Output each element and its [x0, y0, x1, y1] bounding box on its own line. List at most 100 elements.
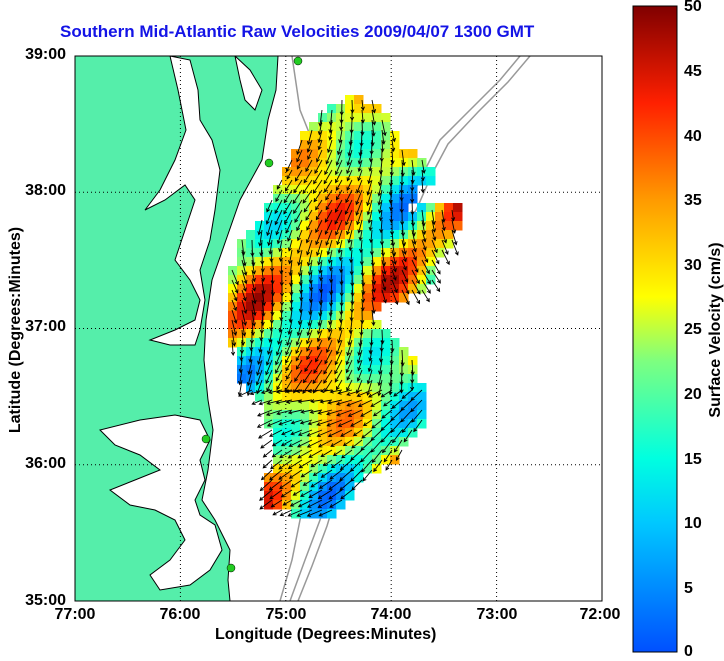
velocity-cell — [282, 401, 292, 411]
velocity-arrow — [315, 199, 323, 211]
velocity-cell — [273, 365, 283, 375]
velocity-cell — [372, 266, 382, 276]
velocity-cell — [363, 194, 373, 204]
velocity-arrow — [421, 289, 430, 303]
velocity-arrow — [335, 179, 343, 191]
velocity-cell — [264, 257, 274, 267]
velocity-arrow — [309, 409, 323, 414]
velocity-arrow — [411, 229, 417, 246]
velocity-arrow — [349, 309, 354, 322]
velocity-cell — [264, 374, 274, 384]
velocity-cell — [246, 329, 256, 339]
velocity-cell — [345, 455, 355, 465]
velocity-cell — [363, 275, 373, 285]
velocity-arrow — [259, 329, 264, 342]
velocity-cell — [291, 248, 301, 258]
velocity-cell — [354, 185, 364, 195]
velocity-arrow — [336, 229, 343, 246]
velocity-cell — [327, 374, 337, 384]
velocity-arrow — [345, 359, 353, 374]
velocity-cell — [246, 230, 256, 240]
velocity-arrow — [348, 239, 353, 252]
velocity-arrow — [265, 409, 283, 417]
velocity-cell — [282, 329, 292, 339]
velocity-arrow — [258, 229, 263, 247]
velocity-cell — [354, 410, 364, 420]
velocity-arrow — [328, 289, 334, 307]
velocity-cell — [273, 221, 283, 231]
velocity-arrow — [310, 479, 323, 488]
velocity-cell — [309, 473, 319, 483]
velocity-arrow — [346, 389, 363, 396]
velocity-cell — [300, 446, 310, 456]
velocity-cell — [372, 302, 382, 312]
velocity-cell — [282, 176, 292, 186]
velocity-cell — [246, 302, 256, 312]
velocity-arrow — [259, 499, 273, 510]
velocity-arrow — [322, 459, 333, 467]
velocity-arrow — [303, 169, 313, 184]
velocity-arrow — [317, 409, 333, 415]
velocity-cell — [300, 194, 310, 204]
velocity-arrow — [315, 209, 323, 221]
velocity-cell — [345, 320, 355, 330]
velocity-arrow — [362, 469, 373, 482]
velocity-cell — [372, 374, 382, 384]
velocity-cell — [273, 248, 283, 258]
velocity-cell — [381, 212, 391, 222]
velocity-arrow — [368, 349, 373, 362]
velocity-cell — [336, 248, 346, 258]
velocity-cell — [417, 239, 427, 249]
velocity-arrow — [368, 149, 374, 163]
velocity-arrow — [296, 239, 303, 255]
velocity-cell — [264, 320, 274, 330]
velocity-cell — [327, 203, 337, 213]
velocity-cell — [372, 239, 382, 249]
velocity-cell — [354, 473, 364, 483]
velocity-cell — [282, 257, 292, 267]
velocity-arrow — [306, 499, 323, 508]
velocity-cell — [300, 248, 310, 258]
velocity-cell — [264, 230, 274, 240]
velocity-arrow — [330, 459, 343, 469]
velocity-cell — [291, 473, 301, 483]
velocity-cell — [372, 338, 382, 348]
velocity-cell — [273, 491, 283, 501]
velocity-cell — [327, 446, 337, 456]
velocity-arrow — [336, 409, 353, 417]
velocity-cell — [318, 437, 328, 447]
velocity-cell — [291, 401, 301, 411]
velocity-arrow — [320, 469, 333, 478]
velocity-cell — [354, 131, 364, 141]
velocity-cell — [318, 419, 328, 429]
velocity-cell — [336, 392, 346, 402]
velocity-cell — [354, 464, 364, 474]
velocity-cell — [372, 437, 382, 447]
velocity-cell — [273, 320, 283, 330]
velocity-arrow — [241, 249, 247, 267]
velocity-cell — [228, 311, 238, 321]
velocity-cell — [327, 131, 337, 141]
velocity-cell — [291, 149, 301, 159]
velocity-cell — [327, 320, 337, 330]
velocity-arrow — [297, 309, 303, 326]
velocity-arrow — [356, 369, 363, 382]
velocity-cell — [237, 293, 247, 303]
velocity-arrow — [347, 139, 353, 157]
velocity-cell — [363, 329, 373, 339]
velocity-cell — [309, 239, 319, 249]
velocity-arrow — [316, 319, 323, 335]
velocity-arrow — [347, 229, 353, 244]
velocity-arrow — [258, 429, 273, 439]
velocity-cell — [453, 203, 463, 213]
velocity-cell — [399, 437, 409, 447]
velocity-arrow — [309, 279, 314, 292]
velocity-cell — [327, 185, 337, 195]
colorbar-tick-label: 25 — [684, 321, 702, 338]
velocity-cell — [417, 230, 427, 240]
velocity-arrow — [246, 369, 253, 387]
velocity-cell — [309, 158, 319, 168]
velocity-arrow — [451, 209, 456, 222]
velocity-cell — [228, 293, 238, 303]
velocity-cell — [327, 221, 337, 231]
